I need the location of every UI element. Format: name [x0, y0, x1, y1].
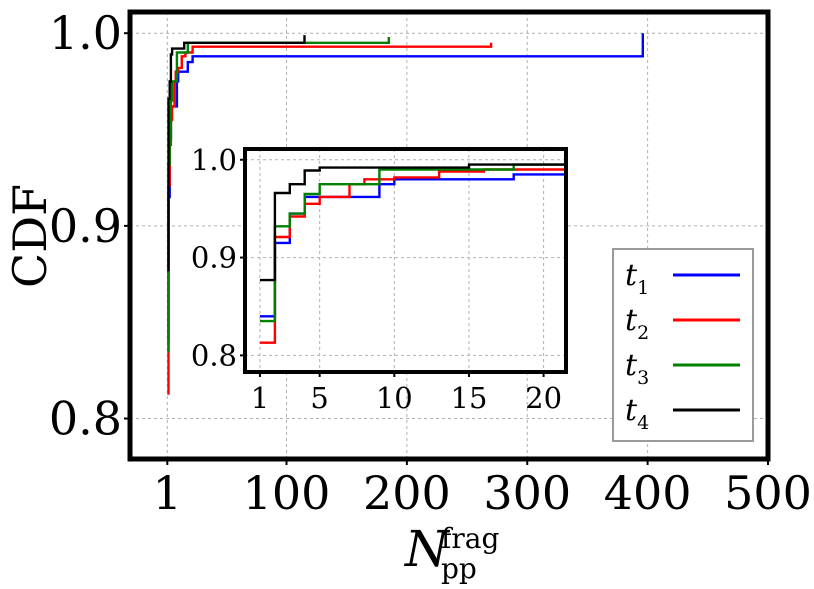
inset-background [245, 149, 566, 372]
inset-x-tick-label: 20 [525, 381, 562, 415]
x-tick-label: 100 [243, 466, 331, 520]
y-tick-label: 0.9 [49, 199, 122, 253]
x-tick-label: 1 [153, 466, 182, 520]
inset-x-tick-label: 1 [251, 381, 269, 415]
inset-y-tick-label: 0.9 [191, 241, 237, 275]
inset-x-tick-label: 10 [376, 381, 413, 415]
legend-label-t4: t4 [625, 393, 649, 434]
x-tick-label: 500 [724, 466, 812, 520]
inset-x-tick-label: 5 [310, 381, 328, 415]
x-axis-label-superscript: frag [441, 522, 499, 555]
inset-series-line-t4 [259, 163, 566, 282]
x-tick-label: 300 [483, 466, 571, 520]
inset-y-tick-label: 0.8 [191, 338, 237, 372]
y-tick-label: 1.0 [49, 6, 122, 60]
x-tick-label: 400 [604, 466, 692, 520]
main-ticks: 1 100 200 300 400 500 0.8 0.9 1.0 [49, 6, 812, 520]
legend-label-t1: t1 [625, 258, 649, 299]
x-axis-label-subscript: pp [441, 552, 477, 585]
inset-series-line-t3 [259, 163, 566, 323]
x-axis-label: N [404, 520, 451, 578]
inset-x-tick-label: 15 [451, 381, 488, 415]
y-tick-label: 0.8 [49, 392, 122, 446]
x-tick-label: 200 [363, 466, 451, 520]
series-line-t4 [167, 35, 306, 272]
inset-series-line-t2 [259, 168, 566, 344]
inset-plot-frame [243, 147, 568, 374]
inset-ticks: 1 5 10 15 200.80.91.0 [191, 143, 562, 415]
legend-label-t3: t3 [625, 348, 649, 389]
main-plot-frame [127, 9, 771, 462]
main-series [167, 33, 644, 395]
inset-y-tick-label: 1.0 [191, 143, 237, 177]
inset-series [259, 163, 566, 344]
legend-label-t2: t2 [625, 303, 649, 344]
y-axis-label: CDF [3, 184, 57, 288]
